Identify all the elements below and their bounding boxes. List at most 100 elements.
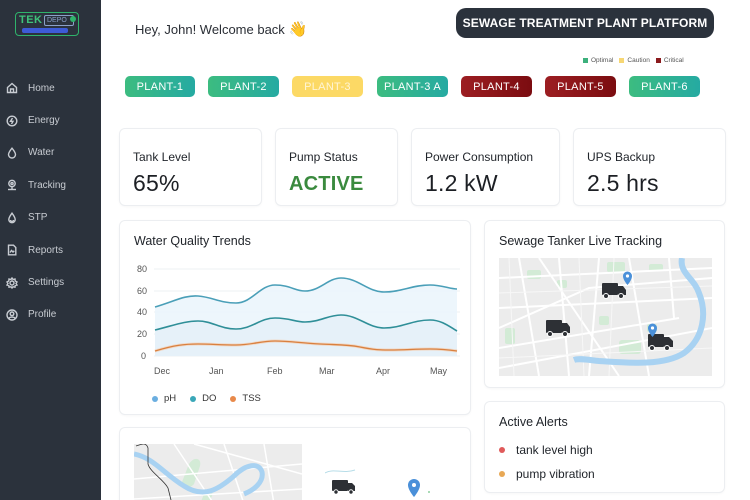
plant-chip-5[interactable]: PLANT-5: [545, 76, 616, 97]
logo[interactable]: TEK DEPO: [15, 12, 79, 36]
plant-chip-3[interactable]: PLANT-3: [292, 76, 363, 97]
alert-label: tank level high: [516, 443, 593, 457]
truck-icon: [546, 320, 570, 337]
sidebar-item-tracking[interactable]: Tracking: [0, 169, 101, 201]
sidebar-item-home[interactable]: Home: [0, 72, 101, 104]
do-line: [154, 314, 458, 332]
route-map[interactable]: [134, 444, 302, 500]
sidebar-item-label: Tracking: [28, 179, 66, 191]
tss-line: [154, 340, 458, 352]
sidebar-item-energy[interactable]: Energy: [0, 104, 101, 136]
stat-title: Pump Status: [289, 150, 358, 164]
home-icon: [6, 82, 18, 94]
svg-text:Dec: Dec: [154, 366, 171, 376]
optimal-swatch: [583, 58, 588, 63]
plant-chip-2[interactable]: PLANT-2: [208, 76, 279, 97]
greeting: Hey, John! Welcome back 👋: [135, 20, 308, 38]
legend-optimal: Optimal: [583, 57, 613, 64]
sidebar-item-label: Reports: [28, 244, 64, 256]
legend-label: Optimal: [591, 57, 614, 64]
platform-title: SEWAGE TREATMENT PLANT PLATFORM: [456, 8, 714, 38]
water-drop-icon: [7, 147, 17, 159]
truck-icon: [602, 283, 626, 299]
alert-critical-dot-icon: [499, 447, 505, 453]
plant-chip-1[interactable]: PLANT-1: [125, 76, 195, 97]
stat-value: ACTIVE: [289, 173, 364, 195]
do-dot-icon: [190, 395, 197, 402]
tss-dot-icon: [230, 395, 237, 402]
alert-label: pump vibration: [516, 467, 595, 481]
plant-chip-4[interactable]: PLANT-4: [461, 76, 532, 97]
logo-check-icon: [70, 16, 76, 22]
plant-chip-3a[interactable]: PLANT-3 A: [377, 76, 448, 97]
legend-caution: Caution: [619, 57, 650, 64]
caution-swatch: [619, 58, 625, 63]
ups-backup-card: UPS Backup 2.5 hrs: [573, 128, 726, 206]
waving-hand-icon: 👋: [288, 21, 308, 38]
legend-label: Critical: [663, 57, 684, 64]
active-alerts-panel: Active Alerts tank level high pump vibra…: [484, 401, 725, 493]
location-pin-icon: [8, 179, 16, 191]
sidebar-item-water[interactable]: Water: [0, 137, 101, 169]
stat-value: 65%: [133, 170, 180, 196]
status-legend: Optimal Caution Critical: [583, 57, 684, 64]
stat-value: 2.5 hrs: [587, 170, 659, 196]
svg-text:0: 0: [141, 351, 146, 361]
power-consumption-card: Power Consumption 1.2 kW: [411, 128, 560, 206]
pump-status-card: Pump Status ACTIVE: [275, 128, 398, 206]
svg-text:20: 20: [137, 329, 147, 339]
ph-dot-icon: [152, 395, 158, 402]
tank-level-card: Tank Level 65%: [119, 128, 262, 206]
user-icon: [6, 309, 18, 321]
svg-text:Apr: Apr: [376, 366, 390, 376]
sidebar-nav: Home Energy Water Tracking STP Reports: [0, 72, 101, 331]
stp-icon: [8, 211, 16, 224]
gear-icon: [6, 276, 18, 289]
sidebar: TEK DEPO Home Energy Water Tracking: [0, 0, 101, 500]
svg-text:Feb: Feb: [267, 366, 283, 376]
legend-label: pH: [164, 393, 177, 404]
logo-tagline: [22, 28, 68, 33]
y-axis-labels: 80 60 40 20 0: [137, 264, 147, 361]
sidebar-item-label: Water: [28, 147, 55, 159]
sidebar-item-stp[interactable]: STP: [0, 202, 101, 234]
legend-critical: Critical: [655, 57, 684, 64]
critical-swatch: [655, 58, 661, 63]
panel-title: Sewage Tanker Live Tracking: [499, 234, 663, 248]
water-quality-panel: Water Quality Trends 80 60 40 20 0: [119, 220, 471, 415]
tracking-map[interactable]: [499, 258, 712, 376]
route-location-pin-icon: [408, 479, 430, 497]
alert-item[interactable]: pump vibration: [499, 467, 595, 481]
legend-do[interactable]: DO: [190, 393, 216, 404]
svg-text:Mar: Mar: [319, 366, 335, 376]
svg-text:Jan: Jan: [209, 366, 224, 376]
alert-item[interactable]: tank level high: [499, 443, 593, 457]
sidebar-item-profile[interactable]: Profile: [0, 299, 101, 331]
water-quality-chart: 80 60 40 20 0 Dec Jan Feb Mar Apr Ma: [137, 264, 460, 376]
route-truck-icon: [325, 469, 356, 495]
panel-title: Active Alerts: [499, 415, 568, 429]
sidebar-item-reports[interactable]: Reports: [0, 234, 101, 266]
stat-title: UPS Backup: [587, 150, 656, 164]
alert-warning-dot-icon: [499, 471, 505, 477]
location-pin-icon: [648, 323, 657, 337]
sidebar-item-label: Settings: [28, 277, 65, 289]
legend-label: Caution: [627, 57, 650, 64]
report-icon: [7, 244, 17, 256]
legend-tss[interactable]: TSS: [230, 393, 261, 404]
energy-icon: [6, 115, 18, 127]
stat-value: 1.2 kW: [425, 170, 498, 196]
stat-title: Power Consumption: [425, 150, 534, 164]
sidebar-item-label: Energy: [28, 115, 60, 127]
location-pin-icon: [623, 271, 632, 285]
plant-chip-6[interactable]: PLANT-6: [629, 76, 700, 97]
sidebar-item-settings[interactable]: Settings: [0, 266, 101, 298]
panel-title: Water Quality Trends: [134, 234, 251, 248]
sidebar-item-label: Profile: [28, 309, 57, 321]
sidebar-item-label: Home: [28, 82, 55, 94]
x-axis-labels: Dec Jan Feb Mar Apr May: [154, 366, 448, 376]
svg-text:60: 60: [137, 286, 147, 296]
legend-ph[interactable]: pH: [152, 393, 176, 404]
route-map-panel: [119, 427, 471, 500]
